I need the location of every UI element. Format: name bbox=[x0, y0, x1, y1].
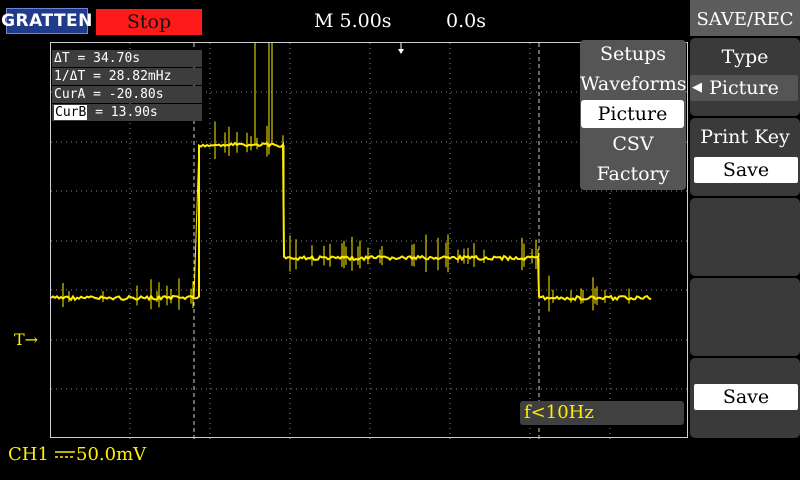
save-softkey[interactable]: Save bbox=[690, 358, 800, 438]
print-key-softkey[interactable]: Print Key Save bbox=[690, 118, 800, 196]
run-stop-status[interactable]: Stop bbox=[96, 9, 202, 35]
cursor-b-measurement: CurB = 13.90s bbox=[52, 104, 202, 121]
popup-item-setups[interactable]: Setups bbox=[599, 43, 667, 65]
cursor-b-tag: CurB bbox=[54, 105, 88, 120]
type-value: ◀ Picture bbox=[690, 75, 798, 101]
dc-coupling-icon bbox=[55, 451, 75, 458]
type-softkey[interactable]: Type ◀ Picture bbox=[690, 38, 800, 116]
empty-softkey-4[interactable] bbox=[690, 278, 800, 356]
inverse-delta-t-measurement: 1/ΔT = 28.82mHz bbox=[52, 68, 202, 85]
ch1-waveform bbox=[51, 141, 652, 302]
popup-item-csv[interactable]: CSV bbox=[612, 133, 654, 155]
popup-item-waveforms[interactable]: Waveforms bbox=[580, 73, 687, 95]
print-key-value: Save bbox=[694, 157, 798, 183]
type-label: Type bbox=[721, 46, 769, 68]
softkey-panel: SAVE/REC Type ◀ Picture Print Key Save S… bbox=[690, 0, 800, 480]
ch1-ground-marker: T→ bbox=[14, 330, 39, 349]
timebase-readout: M 5.00s bbox=[314, 10, 392, 32]
print-key-label: Print Key bbox=[700, 126, 790, 148]
menu-title: SAVE/REC bbox=[690, 0, 800, 36]
cursor-a-measurement: CurA = -20.80s bbox=[52, 86, 202, 103]
brand-logo: GRATTEN bbox=[1, 8, 92, 34]
frequency-readout: f<10Hz bbox=[520, 401, 684, 425]
trigger-position-readout: 0.0s bbox=[446, 10, 486, 32]
left-arrow-icon: ◀ bbox=[692, 80, 702, 95]
ch1-label[interactable]: CH1 bbox=[8, 444, 49, 465]
type-value-text: Picture bbox=[709, 77, 779, 99]
ch1-waveform-noise bbox=[62, 43, 630, 312]
save-type-popup: Setups Waveforms Picture CSV Factory bbox=[580, 40, 687, 190]
trigger-position-icon bbox=[398, 49, 404, 54]
ch1-volts-per-div: 50.0mV bbox=[76, 444, 147, 465]
delta-t-measurement: ΔT = 34.70s bbox=[52, 50, 202, 67]
save-button[interactable]: Save bbox=[694, 384, 798, 410]
popup-item-factory[interactable]: Factory bbox=[596, 163, 670, 185]
cursor-b-value: = 13.90s bbox=[87, 105, 158, 120]
popup-item-picture[interactable]: Picture bbox=[581, 100, 684, 128]
empty-softkey-3[interactable] bbox=[690, 198, 800, 276]
